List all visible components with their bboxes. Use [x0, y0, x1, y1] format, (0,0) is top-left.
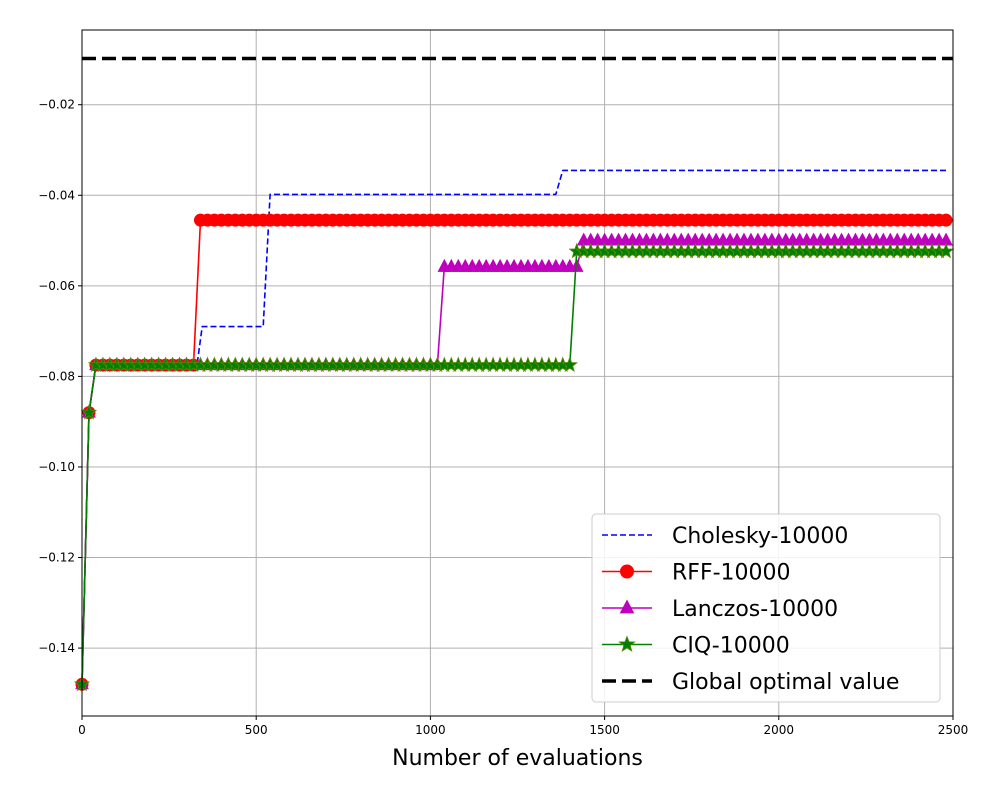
x-tick-label: 500 [245, 723, 268, 737]
legend-item: Cholesky-10000 [602, 524, 848, 549]
series-cholesky-10000 [81, 169, 946, 685]
x-axis-label: Number of evaluations [392, 746, 643, 771]
legend-box [591, 513, 941, 703]
y-tick-label: −0.10 [38, 460, 75, 474]
series-ciq-10000 [73, 242, 955, 692]
legend-marker [619, 599, 635, 614]
legend-label: RFF-10000 [672, 561, 791, 586]
legend-label: CIQ-10000 [672, 634, 790, 659]
legend-marker [620, 564, 634, 579]
plot-frame [81, 29, 954, 717]
data-point [569, 258, 584, 272]
legend-label: Global optimal value [672, 670, 899, 695]
legend-marker [618, 635, 636, 652]
legend-item: Global optimal value [602, 670, 899, 695]
legend-label: Lanczos-10000 [672, 597, 838, 622]
y-tick-label: −0.08 [38, 369, 75, 383]
legend-label: Cholesky-10000 [672, 524, 848, 549]
x-tick-label: 1000 [415, 723, 446, 737]
data-point [939, 213, 953, 227]
data-point [80, 403, 98, 420]
legend-item: Lanczos-10000 [602, 597, 838, 622]
y-tick-label: −0.04 [38, 188, 75, 202]
data-point [937, 242, 955, 259]
x-tick-label: 0 [78, 723, 86, 737]
series-line [81, 169, 946, 685]
legend: Cholesky-10000 RFF-10000 Lanczos-10000 CIQ-… [591, 513, 941, 703]
y-tick-label: −0.02 [38, 98, 75, 112]
x-tick-label: 1500 [589, 723, 620, 737]
y-tick-label: −0.14 [38, 641, 75, 655]
legend-item: CIQ-10000 [602, 634, 790, 659]
ticks: 0 500 1000 1500 2000 2500 −0.14 −0.12 −0.10 −0.08… [38, 98, 968, 737]
x-tick-label: 2500 [938, 723, 969, 737]
series-layer [73, 56, 955, 692]
x-tick-label: 2000 [764, 723, 795, 737]
data-point [561, 356, 578, 373]
y-tick-label: −0.06 [38, 279, 75, 293]
y-tick-label: −0.12 [38, 551, 75, 565]
legend-item: RFF-10000 [602, 561, 791, 586]
